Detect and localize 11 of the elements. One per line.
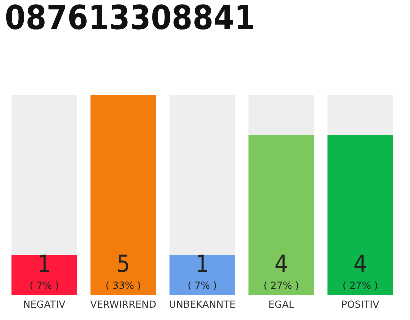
x-tick-label: NEGATIV <box>24 300 66 308</box>
data-label: 4 ( 27% ) <box>264 254 298 290</box>
data-label: 1 ( 7% ) <box>30 254 58 290</box>
x-tick-label: UNBEKANNTE <box>170 300 236 308</box>
data-label: 1 ( 7% ) <box>188 254 216 290</box>
chart-title: 087613308841 <box>6 4 254 30</box>
x-tick-label: VERWIRREND <box>90 300 156 308</box>
x-tick-label: POSITIV <box>342 300 380 308</box>
x-tick-label: EGAL <box>270 300 294 308</box>
data-label: 4 ( 27% ) <box>344 254 378 290</box>
data-label: 5 ( 33% ) <box>106 254 140 290</box>
